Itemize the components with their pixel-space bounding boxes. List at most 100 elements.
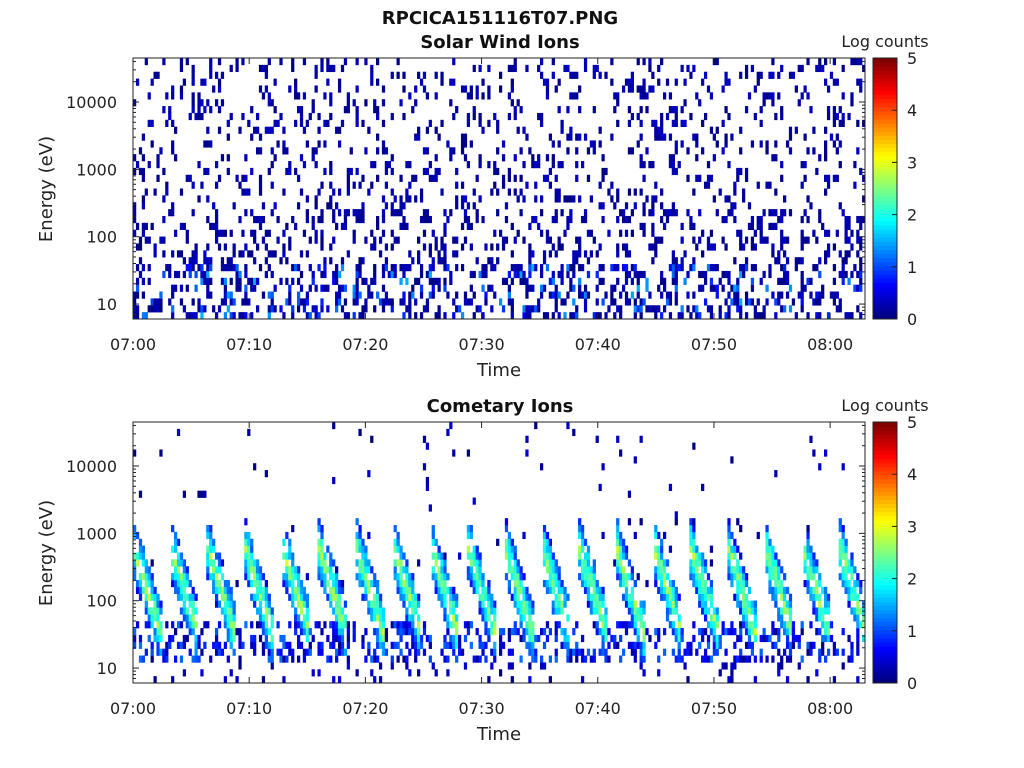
heatmap-cell xyxy=(607,655,611,663)
heatmap-cell xyxy=(580,566,585,574)
heatmap-cell xyxy=(294,566,298,574)
heatmap-cell xyxy=(153,250,157,258)
heatmap-cell xyxy=(469,531,473,540)
heatmap-cell xyxy=(736,167,740,176)
heatmap-cell xyxy=(387,298,391,306)
heatmap-cell xyxy=(337,78,342,86)
heatmap-cell xyxy=(191,250,195,258)
heatmap-cell xyxy=(431,174,435,182)
heatmap-cell xyxy=(674,119,678,127)
heatmap-cell xyxy=(337,621,342,629)
heatmap-cell xyxy=(273,119,277,127)
colorbar-segment xyxy=(873,188,897,193)
heatmap-cell xyxy=(493,607,497,615)
heatmap-cell xyxy=(610,291,614,299)
heatmap-cell xyxy=(545,579,550,588)
colorbar-segment xyxy=(873,523,897,529)
heatmap-cell xyxy=(583,655,588,663)
heatmap-cell xyxy=(654,243,658,251)
heatmap-cell xyxy=(320,270,324,279)
heatmap-cell xyxy=(358,270,362,279)
heatmap-cell xyxy=(203,78,207,86)
heatmap-cell xyxy=(376,593,380,601)
heatmap-cell xyxy=(247,579,251,588)
heatmap-cell xyxy=(378,634,383,643)
heatmap-cell xyxy=(452,298,456,306)
heatmap-cell xyxy=(557,573,561,581)
heatmap-cell xyxy=(654,525,658,533)
heatmap-cell xyxy=(709,579,714,588)
heatmap-cell xyxy=(592,140,596,148)
heatmap-cell xyxy=(291,600,295,608)
heatmap-cell xyxy=(753,85,757,93)
heatmap-cell xyxy=(261,648,266,656)
heatmap-cell xyxy=(475,573,479,581)
heatmap-cell xyxy=(630,621,634,629)
heatmap-cell xyxy=(616,305,620,313)
heatmap-cell xyxy=(478,64,482,73)
heatmap-cell xyxy=(396,58,400,66)
heatmap-cell xyxy=(829,634,834,643)
heatmap-cell xyxy=(525,64,529,73)
heatmap-cell xyxy=(504,236,509,244)
heatmap-cell xyxy=(513,270,517,279)
heatmap-cell xyxy=(519,106,523,114)
heatmap-cell xyxy=(507,188,512,196)
heatmap-cell xyxy=(519,621,523,629)
heatmap-cell xyxy=(431,531,435,540)
heatmap-cell xyxy=(642,628,646,636)
heatmap-cell xyxy=(636,112,640,121)
heatmap-cell xyxy=(589,655,593,663)
heatmap-cell xyxy=(206,525,210,533)
heatmap-cell xyxy=(677,161,681,169)
heatmap-cell xyxy=(627,270,632,279)
heatmap-cell xyxy=(463,291,468,299)
heatmap-cell xyxy=(475,174,479,182)
heatmap-cell xyxy=(727,628,731,636)
heatmap-cell xyxy=(598,264,602,272)
heatmap-cell xyxy=(305,614,309,622)
panel-cometary: Cometary Ions 07:00 07:10 07:20 07:30 07:40 0… xyxy=(36,396,929,745)
heatmap-cell xyxy=(809,621,813,629)
heatmap-cell xyxy=(689,648,693,656)
heatmap-cell xyxy=(191,99,195,107)
heatmap-cell xyxy=(744,257,749,265)
heatmap-cell xyxy=(378,628,383,636)
heatmap-cell xyxy=(636,291,640,299)
heatmap-cell xyxy=(818,573,822,581)
heatmap-cell xyxy=(566,133,570,141)
heatmap-cell xyxy=(378,298,383,306)
heatmap-cell xyxy=(150,298,154,306)
heatmap-cell xyxy=(469,85,473,93)
heatmap-cell xyxy=(583,64,588,73)
heatmap-cell xyxy=(859,607,863,615)
heatmap-cell xyxy=(785,628,790,636)
heatmap-cell xyxy=(428,634,432,643)
heatmap-cell xyxy=(443,607,447,615)
heatmap-cell xyxy=(358,209,362,217)
heatmap-cell xyxy=(668,154,673,162)
heatmap-cell xyxy=(150,222,154,231)
heatmap-cell xyxy=(258,607,263,615)
heatmap-cell xyxy=(668,161,673,169)
y-tick-label: 1000 xyxy=(76,160,117,179)
heatmap-cell xyxy=(182,559,187,567)
heatmap-cell xyxy=(364,655,368,663)
heatmap-cell xyxy=(329,181,333,189)
heatmap-cell xyxy=(671,277,675,285)
heatmap-cell xyxy=(425,298,430,306)
heatmap-cell xyxy=(507,566,512,574)
heatmap-cell xyxy=(580,559,585,567)
heatmap-cell xyxy=(780,236,784,244)
heatmap-cell xyxy=(592,607,596,615)
heatmap-cell xyxy=(859,277,863,285)
heatmap-cell xyxy=(335,305,339,313)
heatmap-cell xyxy=(812,126,816,134)
heatmap-cell xyxy=(302,628,307,636)
heatmap-cell xyxy=(539,264,544,272)
heatmap-cell xyxy=(209,222,213,231)
heatmap-cell xyxy=(771,559,775,567)
heatmap-cell xyxy=(147,236,151,244)
heatmap-cell xyxy=(539,270,544,279)
heatmap-cell xyxy=(150,655,154,663)
